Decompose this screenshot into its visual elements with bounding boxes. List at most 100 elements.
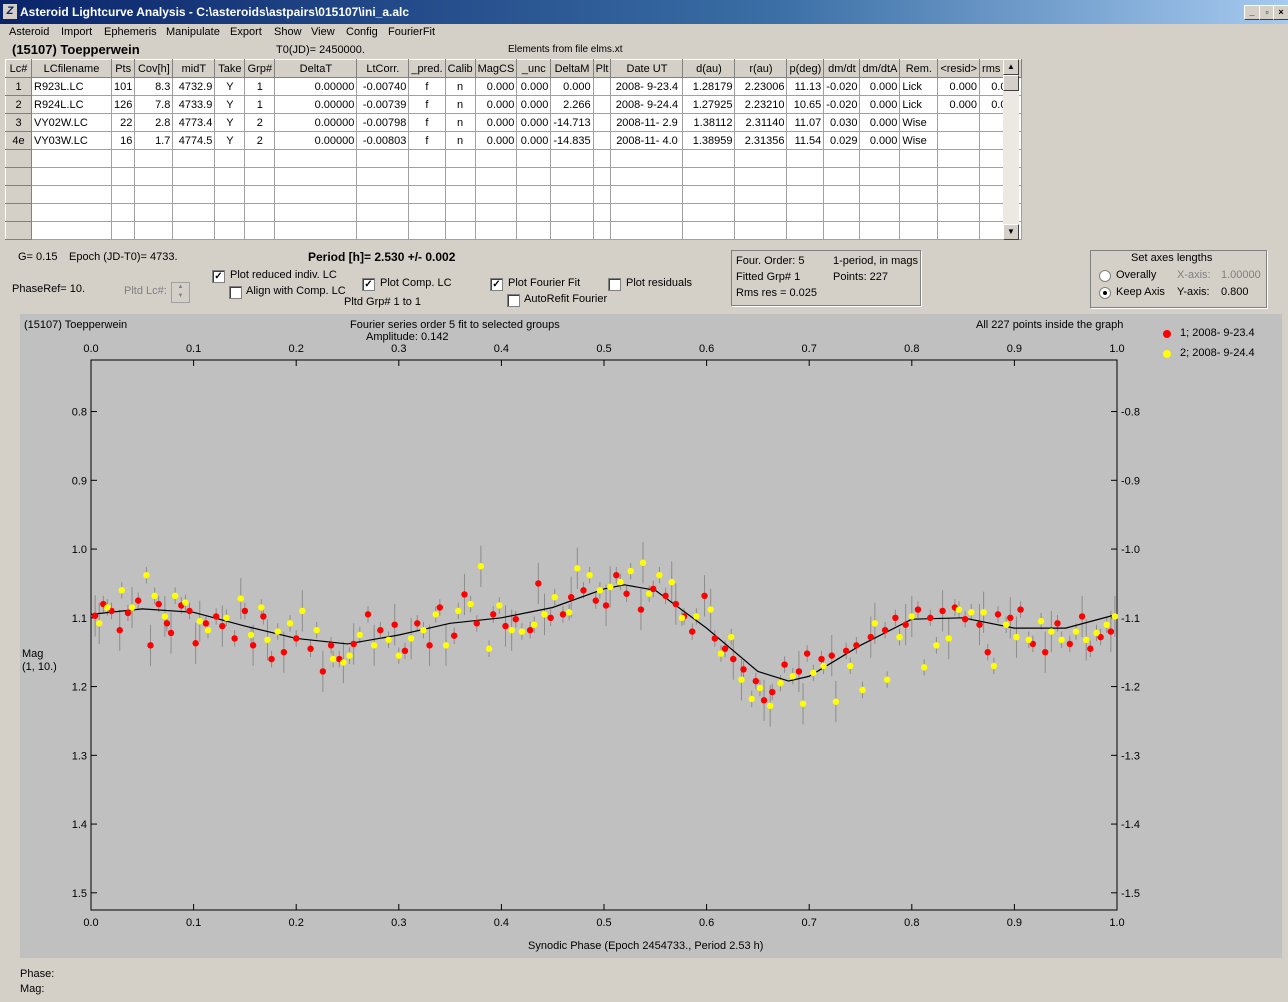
table-cell[interactable] (937, 185, 981, 204)
table-cell[interactable]: 0.00000 (274, 113, 358, 132)
column-header[interactable]: r(au) (734, 59, 788, 78)
table-cell[interactable] (734, 167, 788, 186)
row-header[interactable] (5, 203, 32, 222)
table-cell[interactable] (214, 203, 246, 222)
column-header[interactable]: p(deg) (786, 59, 825, 78)
table-row-empty[interactable] (5, 203, 1022, 222)
column-header[interactable]: Rem. (899, 59, 939, 78)
table-cell[interactable] (516, 185, 552, 204)
table-cell[interactable]: 1.38959 (682, 131, 736, 150)
y-axis-value[interactable]: 0.800 (1221, 286, 1249, 298)
table-cell[interactable]: -0.020 (823, 95, 861, 114)
table-cell[interactable]: 11.54 (786, 131, 825, 150)
table-row[interactable]: 1 R923L.LC 101 8.3 4732.9 Y 1 0.00000 -0.00740 f n… (5, 77, 1022, 96)
table-cell[interactable]: 101 (110, 77, 136, 96)
table-row-empty[interactable] (5, 185, 1022, 204)
table-cell[interactable]: 1 (244, 77, 276, 96)
table-cell[interactable] (734, 221, 788, 240)
pltd-lc-spinner[interactable]: ▲ ▼ (171, 282, 190, 303)
table-row-empty[interactable] (5, 167, 1022, 186)
table-cell[interactable]: Wise (899, 113, 939, 132)
table-cell[interactable] (474, 167, 518, 186)
table-cell[interactable]: 0.00000 (274, 131, 358, 150)
table-cell[interactable] (408, 185, 446, 204)
column-header[interactable]: Date UT (610, 59, 684, 78)
table-cell[interactable]: 2.31140 (734, 113, 788, 132)
table-cell[interactable] (786, 167, 825, 186)
table-cell[interactable] (244, 203, 276, 222)
table-cell[interactable]: 1.38112 (682, 113, 736, 132)
menu-config[interactable]: Config (346, 26, 378, 38)
table-cell[interactable] (899, 167, 939, 186)
table-cell[interactable]: n (444, 113, 476, 132)
table-scrollbar[interactable]: ▲ ▼ (1003, 59, 1019, 240)
table-cell[interactable] (592, 131, 612, 150)
table-cell[interactable]: 0.000 (516, 113, 552, 132)
table-cell[interactable] (408, 221, 446, 240)
table-cell[interactable] (172, 149, 216, 168)
table-cell[interactable] (274, 203, 358, 222)
menu-fourierfit[interactable]: FourierFit (388, 26, 436, 38)
table-cell[interactable] (172, 221, 216, 240)
table-cell[interactable]: 0.000 (516, 95, 552, 114)
table-cell[interactable] (356, 221, 410, 240)
table-cell[interactable]: -14.835 (550, 131, 594, 150)
table-cell[interactable]: Y (214, 113, 246, 132)
table-cell[interactable] (274, 185, 358, 204)
table-cell[interactable] (682, 203, 736, 222)
table-cell[interactable]: 0.00000 (274, 77, 358, 96)
table-cell[interactable]: 1.27925 (682, 95, 736, 114)
table-cell[interactable] (110, 185, 136, 204)
table-cell[interactable]: f (408, 113, 446, 132)
table-cell[interactable]: Y (214, 77, 246, 96)
table-cell[interactable] (592, 95, 612, 114)
table-cell[interactable] (610, 167, 684, 186)
table-cell[interactable] (516, 221, 552, 240)
table-cell[interactable] (474, 185, 518, 204)
table-cell[interactable] (110, 149, 136, 168)
table-cell[interactable] (937, 113, 981, 132)
table-cell[interactable]: 0.029 (823, 131, 861, 150)
table-cell[interactable] (244, 149, 276, 168)
table-cell[interactable] (474, 149, 518, 168)
table-cell[interactable] (859, 167, 901, 186)
menu-show[interactable]: Show (274, 26, 302, 38)
table-cell[interactable] (134, 167, 174, 186)
table-cell[interactable]: f (408, 77, 446, 96)
menu-asteroid[interactable]: Asteroid (9, 26, 50, 38)
table-cell[interactable] (31, 203, 112, 222)
table-cell[interactable] (408, 203, 446, 222)
table-cell[interactable]: Wise (899, 131, 939, 150)
table-cell[interactable] (134, 203, 174, 222)
table-cell[interactable]: -0.00739 (356, 95, 410, 114)
table-row[interactable]: 3 VY02W.LC 22 2.8 4773.4 Y 2 0.00000 -0.00798 f n 0… (5, 113, 1022, 132)
table-cell[interactable] (214, 221, 246, 240)
table-cell[interactable]: R924L.LC (31, 95, 112, 114)
table-cell[interactable]: 0.000 (474, 113, 518, 132)
column-header[interactable]: LCfilename (31, 59, 112, 78)
table-cell[interactable] (823, 167, 861, 186)
table-row[interactable]: 4e VY03W.LC 16 1.7 4774.5 Y 2 0.00000 -0.00803 f n… (5, 131, 1022, 150)
table-row-empty[interactable] (5, 149, 1022, 168)
table-cell[interactable]: Y (214, 131, 246, 150)
scroll-thumb[interactable] (1003, 75, 1019, 91)
column-header[interactable]: _unc (516, 59, 552, 78)
table-cell[interactable] (937, 149, 981, 168)
table-cell[interactable]: 1.28179 (682, 77, 736, 96)
column-header[interactable]: dm/dtA (859, 59, 901, 78)
table-cell[interactable] (244, 167, 276, 186)
table-cell[interactable]: n (444, 131, 476, 150)
table-cell[interactable]: 2.31356 (734, 131, 788, 150)
table-cell[interactable] (734, 149, 788, 168)
table-cell[interactable]: n (444, 77, 476, 96)
row-header[interactable]: 4e (5, 131, 32, 150)
table-cell[interactable]: 126 (110, 95, 136, 114)
table-cell[interactable]: 0.000 (474, 131, 518, 150)
row-header[interactable]: 2 (5, 95, 32, 114)
column-header[interactable]: d(au) (682, 59, 736, 78)
table-cell[interactable]: f (408, 131, 446, 150)
table-cell[interactable] (110, 167, 136, 186)
table-cell[interactable] (899, 203, 939, 222)
table-cell[interactable]: 11.07 (786, 113, 825, 132)
table-cell[interactable]: 4773.4 (172, 113, 216, 132)
